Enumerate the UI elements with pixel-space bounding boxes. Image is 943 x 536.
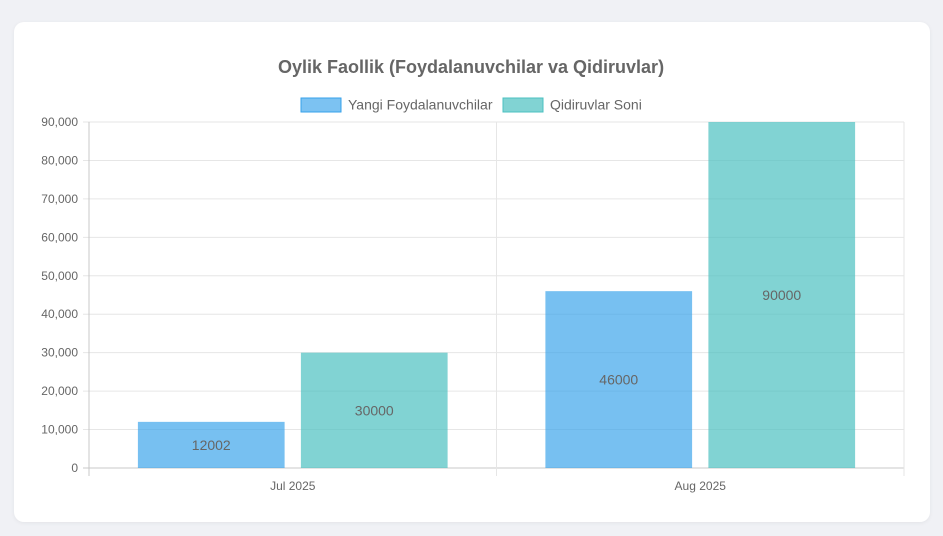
legend-swatch-searches bbox=[502, 97, 544, 113]
y-tick-label: 60,000 bbox=[41, 230, 78, 244]
x-axis: Jul 2025 Aug 2025 bbox=[270, 479, 726, 493]
bar-data-label: 30000 bbox=[355, 402, 394, 418]
y-tick-label: 40,000 bbox=[41, 307, 78, 321]
y-tick-label: 90,000 bbox=[41, 115, 78, 129]
legend-label-new-users: Yangi Foydalanuvchilar bbox=[348, 97, 493, 113]
legend-label-searches: Qidiruvlar Soni bbox=[550, 97, 642, 113]
y-tick-label: 70,000 bbox=[41, 192, 78, 206]
y-tick-label: 80,000 bbox=[41, 153, 78, 167]
bar-chart: Oylik Faollik (Foydalanuvchilar va Qidir… bbox=[41, 57, 905, 493]
legend-item-searches[interactable]: Qidiruvlar Soni bbox=[502, 97, 642, 113]
bar-data-label: 12002 bbox=[192, 437, 231, 453]
y-tick-label: 20,000 bbox=[41, 384, 78, 398]
legend-item-new-users[interactable]: Yangi Foydalanuvchilar bbox=[300, 97, 493, 113]
chart-card: Oylik Faollik (Foydalanuvchilar va Qidir… bbox=[14, 22, 930, 522]
bar[interactable] bbox=[545, 291, 693, 468]
y-tick-label: 0 bbox=[71, 461, 78, 475]
bar[interactable] bbox=[708, 122, 856, 468]
y-tick-label: 10,000 bbox=[41, 423, 78, 437]
y-tick-label: 30,000 bbox=[41, 346, 78, 360]
y-axis: 0 10,000 20,000 30,000 40,000 50,000 60,000 70,… bbox=[41, 115, 78, 475]
bar-data-label: 46000 bbox=[599, 372, 638, 388]
y-tick-label: 50,000 bbox=[41, 269, 78, 283]
legend-swatch-new-users bbox=[300, 97, 342, 113]
chart-title: Oylik Faollik (Foydalanuvchilar va Qidir… bbox=[278, 57, 664, 77]
bars: 12002 30000 46000 90000 bbox=[137, 122, 856, 468]
x-tick-label: Jul 2025 bbox=[270, 479, 316, 493]
bar[interactable] bbox=[300, 352, 448, 468]
legend: Yangi Foydalanuvchilar Qidiruvlar Soni bbox=[300, 97, 642, 113]
bar[interactable] bbox=[137, 421, 285, 468]
bar-data-label: 90000 bbox=[762, 287, 801, 303]
x-tick-label: Aug 2025 bbox=[675, 479, 727, 493]
